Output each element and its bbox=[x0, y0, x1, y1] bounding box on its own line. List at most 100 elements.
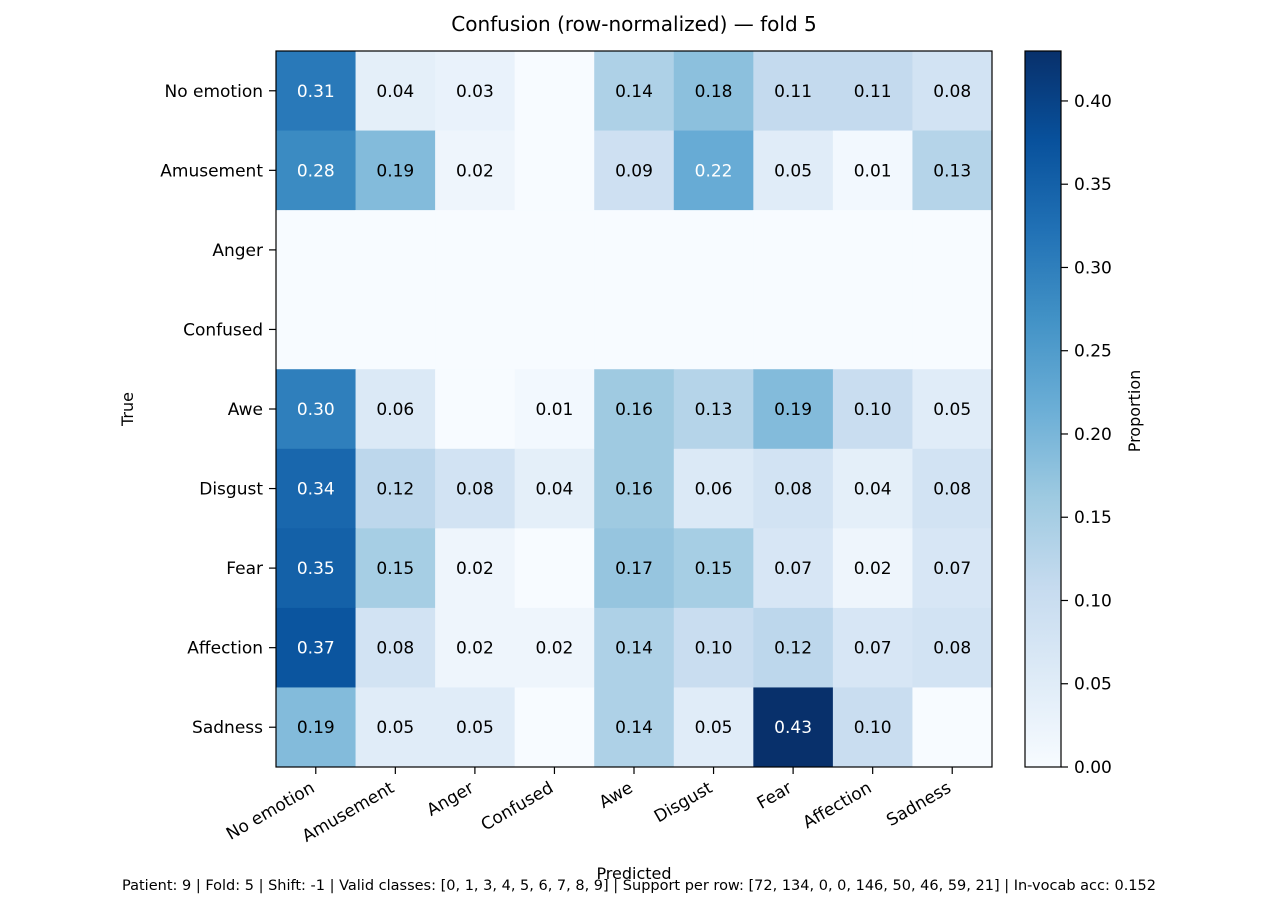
heatmap-cell bbox=[276, 210, 357, 291]
heatmap-cell bbox=[912, 369, 993, 450]
cell-value-label: 0.12 bbox=[376, 480, 414, 500]
heatmap-cell bbox=[514, 448, 595, 529]
heatmap-cell bbox=[594, 369, 675, 450]
heatmap-cell bbox=[435, 369, 516, 450]
cell-value-label: 0.10 bbox=[854, 400, 892, 420]
heatmap-cell bbox=[753, 687, 834, 768]
heatmap-cell bbox=[355, 210, 436, 291]
heatmap-cell bbox=[753, 51, 834, 132]
x-tick-label: Awe bbox=[596, 778, 637, 813]
heatmap-cell bbox=[912, 528, 993, 609]
heatmap-cell bbox=[514, 210, 595, 291]
heatmap-cell bbox=[276, 528, 357, 609]
cell-value-label: 0.04 bbox=[854, 480, 892, 500]
heatmap-cell bbox=[753, 448, 834, 529]
cell-value-label: 0.10 bbox=[854, 718, 892, 738]
heatmap-cell bbox=[912, 51, 993, 132]
colorbar bbox=[1024, 50, 1062, 768]
heatmap-cell bbox=[912, 210, 993, 291]
x-tick-label: Affection bbox=[800, 778, 876, 833]
colorbar-label: Proportion bbox=[1125, 370, 1144, 453]
cell-value-label: 0.19 bbox=[376, 161, 414, 181]
heatmap-cell bbox=[594, 448, 675, 529]
heatmap-cell bbox=[355, 687, 436, 768]
cell-value-label: 0.07 bbox=[933, 559, 971, 579]
heatmap-cell bbox=[594, 51, 675, 132]
colorbar-tick-label: 0.20 bbox=[1074, 425, 1112, 445]
cell-value-label: 0.09 bbox=[615, 161, 653, 181]
cell-value-label: 0.05 bbox=[456, 718, 494, 738]
heatmap-cell bbox=[355, 607, 436, 688]
y-axis-ticks: No emotion Amusement Anger Confused Awe Disgu… bbox=[160, 82, 276, 738]
y-tick-label: No emotion bbox=[164, 82, 263, 102]
x-tick-label: Sadness bbox=[883, 778, 955, 831]
cell-value-label: 0.02 bbox=[456, 639, 494, 659]
heatmap-cell bbox=[355, 51, 436, 132]
cell-value-label: 0.02 bbox=[456, 559, 494, 579]
heatmap-cell bbox=[435, 289, 516, 370]
heatmap-cell bbox=[753, 369, 834, 450]
y-axis-label: True bbox=[118, 392, 137, 427]
heatmap-cell bbox=[673, 210, 754, 291]
heatmap-cell bbox=[276, 448, 357, 529]
cell-value-label: 0.10 bbox=[695, 639, 733, 659]
heatmap-cell bbox=[355, 130, 436, 211]
cell-value-label: 0.01 bbox=[854, 161, 892, 181]
cell-value-label: 0.16 bbox=[615, 400, 653, 420]
heatmap-cell bbox=[753, 607, 834, 688]
heatmap-cell bbox=[594, 289, 675, 370]
heatmap-cell bbox=[514, 130, 595, 211]
cell-value-label: 0.07 bbox=[774, 559, 812, 579]
heatmap-cell bbox=[673, 448, 754, 529]
colorbar-tick-label: 0.30 bbox=[1074, 258, 1112, 278]
cell-value-label: 0.11 bbox=[854, 82, 892, 102]
heatmap-cell bbox=[355, 289, 436, 370]
cell-value-label: 0.05 bbox=[933, 400, 971, 420]
cell-value-label: 0.31 bbox=[297, 82, 335, 102]
heatmap-cell bbox=[912, 289, 993, 370]
cell-value-label: 0.08 bbox=[774, 480, 812, 500]
heatmap-cell bbox=[673, 607, 754, 688]
heatmap-cell bbox=[753, 210, 834, 291]
colorbar-ticks: 0.00 0.05 0.10 0.15 0.20 0.25 0.30 0.35 0.40 bbox=[1061, 92, 1112, 778]
cell-value-label: 0.15 bbox=[695, 559, 733, 579]
heatmap-cell bbox=[673, 369, 754, 450]
heatmap-cell-labels: 0.31 0.04 0.03 0.14 0.18 0.11 0.11 0.08 0.28 0.19… bbox=[297, 82, 971, 738]
y-tick-label: Confused bbox=[183, 320, 263, 340]
heatmap-cell bbox=[832, 289, 913, 370]
cell-value-label: 0.37 bbox=[297, 639, 335, 659]
cell-value-label: 0.01 bbox=[536, 400, 574, 420]
heatmap-cell bbox=[514, 51, 595, 132]
x-tick-label: Disgust bbox=[651, 778, 717, 827]
heatmap-cell bbox=[673, 51, 754, 132]
heatmap-cell bbox=[355, 528, 436, 609]
heatmap-cells bbox=[276, 51, 993, 768]
heatmap-cell bbox=[594, 210, 675, 291]
heatmap-cell bbox=[594, 687, 675, 768]
x-tick-label: Confused bbox=[478, 778, 557, 835]
cell-value-label: 0.13 bbox=[933, 161, 971, 181]
heatmap-cell bbox=[514, 687, 595, 768]
heatmap-cell bbox=[435, 607, 516, 688]
cell-value-label: 0.34 bbox=[297, 480, 335, 500]
cell-value-label: 0.14 bbox=[615, 718, 653, 738]
chart-title: Confusion (row-normalized) — fold 5 bbox=[451, 12, 817, 36]
cell-value-label: 0.06 bbox=[376, 400, 414, 420]
heatmap-cell bbox=[832, 448, 913, 529]
cell-value-label: 0.05 bbox=[376, 718, 414, 738]
y-tick-label: Sadness bbox=[192, 718, 263, 738]
y-tick-label: Affection bbox=[187, 639, 263, 659]
heatmap-cell bbox=[832, 528, 913, 609]
heatmap-cell bbox=[832, 130, 913, 211]
colorbar-tick-label: 0.00 bbox=[1074, 758, 1112, 778]
cell-value-label: 0.08 bbox=[933, 639, 971, 659]
cell-value-label: 0.12 bbox=[774, 639, 812, 659]
cell-value-label: 0.08 bbox=[376, 639, 414, 659]
footer-summary: Patient: 9 | Fold: 5 | Shift: -1 | Valid… bbox=[122, 878, 1156, 894]
heatmap-cell bbox=[832, 607, 913, 688]
cell-value-label: 0.02 bbox=[854, 559, 892, 579]
heatmap-cell bbox=[832, 369, 913, 450]
cell-value-label: 0.08 bbox=[933, 480, 971, 500]
colorbar-tick-label: 0.15 bbox=[1074, 508, 1112, 528]
